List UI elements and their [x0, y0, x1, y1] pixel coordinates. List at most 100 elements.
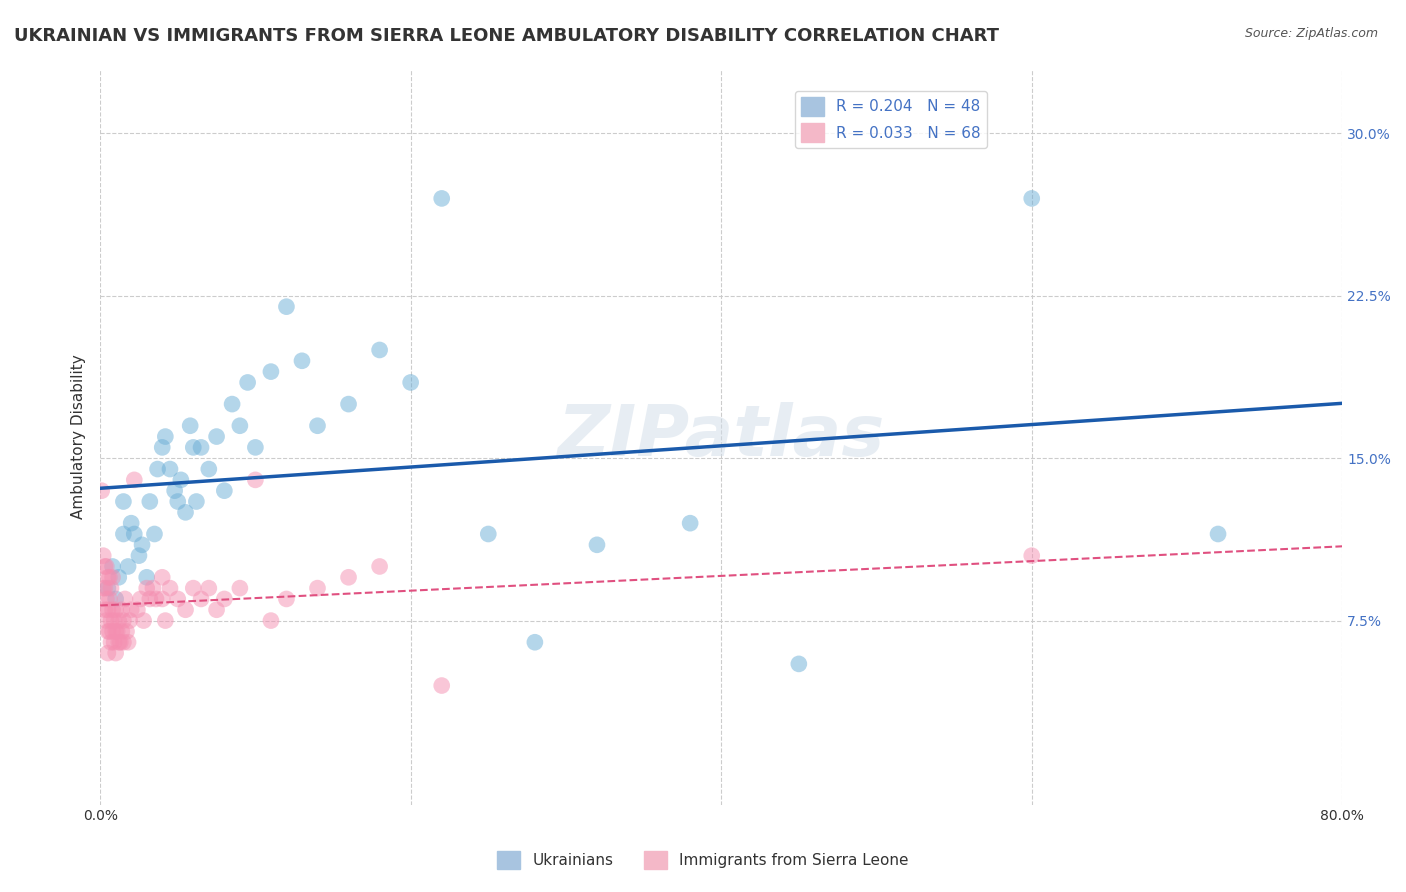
Point [127, 603, 149, 617]
Point [399, 376, 422, 390]
Point [96, 591, 118, 606]
Point [260, 365, 283, 379]
Point [307, 418, 329, 433]
Point [190, 441, 212, 455]
Point [368, 343, 391, 357]
Point [98, 591, 121, 606]
Point [1206, 527, 1229, 541]
Point [104, 603, 127, 617]
Point [205, 429, 228, 443]
Point [91, 549, 114, 563]
Point [124, 527, 146, 541]
Point [150, 591, 173, 606]
Point [159, 462, 181, 476]
Point [307, 581, 329, 595]
Point [101, 559, 124, 574]
Point [368, 559, 391, 574]
Point [117, 559, 139, 574]
Point [120, 516, 142, 531]
Point [787, 657, 810, 671]
Text: ZIPatlas: ZIPatlas [558, 402, 884, 471]
Point [174, 603, 197, 617]
Point [174, 505, 197, 519]
Point [477, 527, 499, 541]
Point [159, 581, 181, 595]
Point [142, 581, 165, 595]
Point [135, 570, 157, 584]
Point [96, 614, 118, 628]
Point [104, 591, 127, 606]
Point [96, 559, 118, 574]
Point [128, 549, 150, 563]
Point [150, 441, 173, 455]
Point [132, 614, 155, 628]
Point [103, 614, 125, 628]
Point [430, 191, 453, 205]
Point [131, 538, 153, 552]
Point [104, 624, 127, 639]
Point [97, 646, 120, 660]
Point [101, 603, 124, 617]
Point [100, 581, 122, 595]
Point [291, 353, 314, 368]
Point [181, 441, 204, 455]
Point [150, 570, 173, 584]
Point [186, 494, 208, 508]
Point [586, 538, 609, 552]
Point [112, 635, 135, 649]
Y-axis label: Ambulatory Disability: Ambulatory Disability [72, 354, 86, 519]
Point [97, 570, 120, 584]
Point [205, 603, 228, 617]
Point [107, 614, 129, 628]
Point [523, 635, 546, 649]
Point [146, 462, 169, 476]
Point [111, 603, 134, 617]
Point [236, 376, 259, 390]
Point [276, 300, 298, 314]
Point [135, 581, 157, 595]
Point [97, 624, 120, 639]
Point [145, 591, 167, 606]
Point [1021, 191, 1043, 205]
Point [139, 494, 162, 508]
Point [112, 494, 135, 508]
Point [118, 614, 141, 628]
Point [98, 570, 121, 584]
Point [107, 635, 129, 649]
Point [100, 614, 122, 628]
Point [229, 581, 252, 595]
Point [214, 591, 236, 606]
Point [115, 624, 138, 639]
Point [97, 581, 120, 595]
Point [179, 418, 201, 433]
Point [337, 397, 360, 411]
Point [430, 679, 453, 693]
Point [198, 462, 221, 476]
Point [166, 494, 188, 508]
Point [163, 483, 186, 498]
Point [91, 581, 114, 595]
Point [120, 603, 142, 617]
Point [143, 527, 166, 541]
Point [170, 473, 193, 487]
Point [166, 591, 188, 606]
Point [104, 646, 127, 660]
Point [245, 473, 267, 487]
Point [155, 429, 177, 443]
Point [90, 483, 112, 498]
Point [190, 591, 212, 606]
Text: UKRAINIAN VS IMMIGRANTS FROM SIERRA LEONE AMBULATORY DISABILITY CORRELATION CHAR: UKRAINIAN VS IMMIGRANTS FROM SIERRA LEON… [14, 27, 1000, 45]
Point [94, 581, 117, 595]
Point [129, 591, 152, 606]
Point [679, 516, 702, 531]
Point [117, 635, 139, 649]
Point [112, 527, 135, 541]
Point [124, 473, 146, 487]
Legend: R = 0.204   N = 48, R = 0.033   N = 68: R = 0.204 N = 48, R = 0.033 N = 68 [794, 91, 987, 148]
Point [337, 570, 360, 584]
Point [101, 570, 124, 584]
Text: Source: ZipAtlas.com: Source: ZipAtlas.com [1244, 27, 1378, 40]
Point [114, 591, 136, 606]
Point [139, 591, 162, 606]
Point [1021, 549, 1043, 563]
